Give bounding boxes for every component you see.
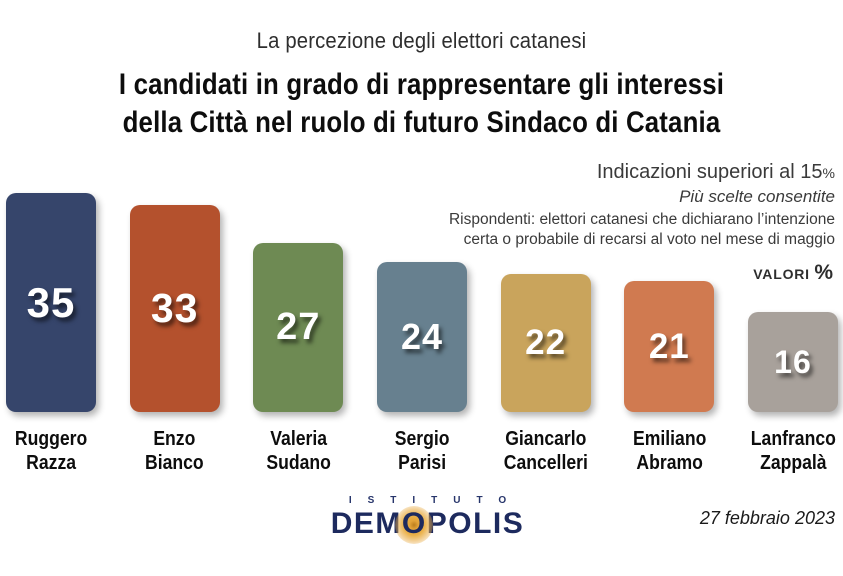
bar-track: 22 [500, 193, 591, 412]
candidate-name: Valeria Sudano [266, 428, 331, 475]
bar: 22 [500, 274, 591, 412]
chart-title-line2: della Città nel ruolo di futuro Sindaco … [122, 106, 721, 139]
candidate-first-name: Valeria [269, 428, 327, 450]
bar: 21 [624, 281, 715, 412]
bar-value-label: 22 [525, 323, 567, 362]
chart-kicker: La percezione degli elettori catanesi [256, 28, 587, 53]
logo-sun-icon: O [401, 507, 427, 540]
bar-track: 21 [624, 193, 715, 412]
threshold-note-percent: % [822, 165, 835, 181]
candidate-name: Giancarlo Cancelleri [504, 428, 588, 475]
bar-column: 33 Enzo Bianco [129, 193, 220, 475]
candidate-first-name: Giancarlo [505, 428, 587, 450]
logo-istituto-text: ISTITUTO [348, 495, 523, 506]
respondents-note-line1: Rispondenti: elettori catanesi che dichi… [448, 211, 835, 228]
candidate-last-name: Razza [26, 451, 76, 474]
bar-column: 22 Giancarlo Cancelleri [500, 193, 591, 475]
values-label: VALORI [753, 266, 810, 282]
bar-value-label: 27 [276, 306, 321, 348]
candidate-first-name: Emiliano [632, 428, 706, 450]
candidate-first-name: Lanfranco [750, 428, 836, 450]
candidate-name: Enzo Bianco [145, 428, 204, 475]
bar-column: 27 Valeria Sudano [253, 193, 344, 475]
candidate-last-name: Sudano [266, 451, 331, 474]
candidate-last-name: Parisi [397, 451, 446, 474]
candidate-last-name: Bianco [145, 451, 204, 474]
chart-title: I candidati in grado di rappresentare gl… [59, 66, 784, 142]
bar-value-label: 24 [400, 316, 443, 357]
multiple-choice-note: Più scelte consentite [679, 187, 835, 206]
bar-value-label: 16 [774, 343, 812, 380]
bar-value-label: 33 [150, 285, 199, 331]
bar-track: 27 [253, 193, 344, 412]
bar: 33 [129, 205, 220, 412]
bar-chart: 35 Ruggero Razza 33 Enzo Bianco [6, 193, 838, 475]
candidate-first-name: Sergio [394, 428, 450, 450]
threshold-note-text: Indicazioni superiori al 15 [596, 161, 823, 183]
methodology-notes: Indicazioni superiori al 15% Più scelte … [449, 160, 835, 249]
candidate-first-name: Ruggero [14, 428, 88, 450]
logo-demopolis-text: DEMOPOLIS [305, 507, 550, 541]
candidate-last-name: Zappalà [759, 451, 827, 474]
candidate-first-name: Enzo [153, 428, 196, 450]
bar: 24 [376, 262, 467, 412]
percent-sign: % [814, 261, 833, 284]
candidate-last-name: Cancelleri [503, 451, 588, 474]
bar-value-label: 35 [26, 278, 76, 326]
bar-column: 35 Ruggero Razza [6, 193, 96, 475]
values-unit-label: VALORI % [753, 261, 833, 285]
bar-track: 16 [747, 193, 838, 412]
bar: 35 [6, 193, 96, 412]
bar-value-label: 21 [648, 326, 690, 366]
bar-track: 24 [376, 193, 467, 412]
bar-column: 21 Emiliano Abramo [624, 193, 715, 475]
logo-text-post: POLIS [426, 507, 525, 540]
respondents-note: Rispondenti: elettori catanesi che dichi… [449, 210, 835, 249]
candidate-name: Emiliano Abramo [633, 428, 706, 475]
logo-text-pre: DEM [330, 507, 402, 540]
candidate-name: Sergio Parisi [395, 428, 450, 475]
bar: 16 [747, 312, 838, 412]
demopolis-logo: ISTITUTO DEMOPOLIS [305, 495, 550, 541]
bar-track: 35 [6, 193, 96, 412]
bar-column: 24 Sergio Parisi [376, 193, 467, 475]
threshold-note: Indicazioni superiori al 15% [449, 160, 835, 186]
candidate-name: Ruggero Razza [15, 428, 87, 475]
respondents-note-line2: certa o probabile di recarsi al voto nel… [463, 230, 835, 248]
bar: 27 [253, 243, 344, 412]
bar-track: 33 [129, 193, 220, 412]
candidate-name: Lanfranco Zappalà [750, 428, 835, 475]
bar-column: 16 Lanfranco Zappalà [747, 193, 838, 475]
candidate-last-name: Abramo [636, 451, 703, 474]
publication-date: 27 febbraio 2023 [699, 508, 835, 528]
chart-title-line1: I candidati in grado di rappresentare gl… [118, 68, 725, 101]
